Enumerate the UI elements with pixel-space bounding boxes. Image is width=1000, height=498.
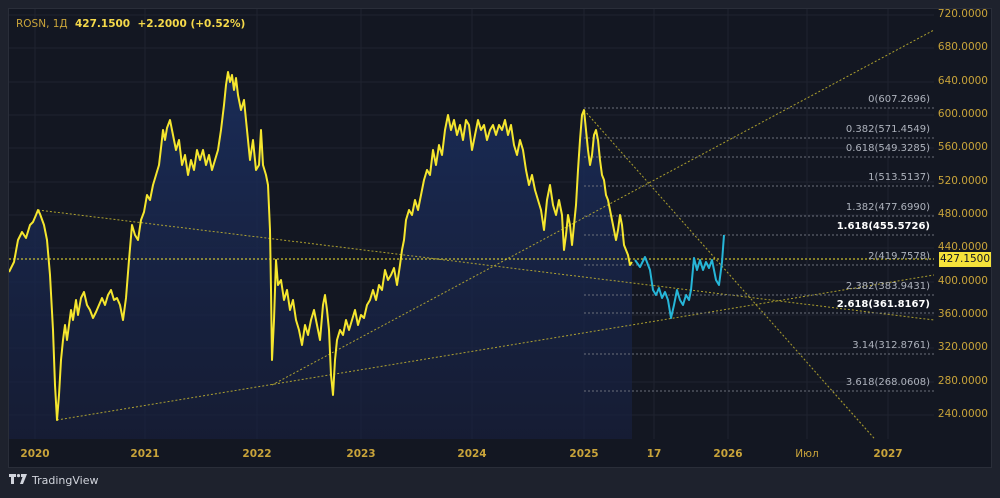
price-change: +2.2000 (+0.52%) [137, 18, 246, 30]
y-tick: 320.0000 [937, 341, 988, 353]
last-price: 427.1500 [74, 18, 131, 30]
x-tick: 2023 [346, 448, 376, 460]
y-tick: 400.0000 [937, 275, 988, 287]
y-tick: 440.0000 [937, 241, 988, 253]
x-tick: 2021 [130, 448, 160, 460]
trendline-rising-channel [271, 29, 934, 386]
fib-label: 3.618(268.0608) [845, 377, 930, 388]
x-tick: 2026 [713, 448, 743, 460]
fib-label: 3.14(312.8761) [852, 340, 930, 351]
projection-line [634, 234, 725, 319]
symbol-label: ROSN, 1Д [16, 18, 68, 30]
x-tick: 2025 [569, 448, 599, 460]
fib-label: 2.382(383.9431) [845, 281, 930, 292]
fib-label: 2.618(361.8167) [836, 299, 930, 310]
tradingview-logo-icon [9, 474, 27, 487]
x-tick: 2022 [242, 448, 272, 460]
y-tick: 520.0000 [937, 175, 988, 187]
x-tick: 2024 [457, 448, 487, 460]
y-tick: 360.0000 [937, 308, 988, 320]
y-tick: 640.0000 [937, 75, 988, 87]
symbol-legend[interactable]: ROSN, 1Д 427.1500 +2.2000 (+0.52%) [16, 18, 245, 30]
fib-label: 1(513.5137) [868, 172, 930, 183]
tradingview-brand[interactable]: TradingView [9, 474, 98, 487]
y-tick: 480.0000 [937, 208, 988, 220]
y-tick: 240.0000 [937, 408, 988, 420]
y-tick: 720.0000 [937, 8, 988, 20]
fib-label: 1.382(477.6990) [845, 202, 930, 213]
x-tick: 2027 [873, 448, 903, 460]
trendline-descending [583, 109, 876, 439]
y-tick: 560.0000 [937, 141, 988, 153]
fib-label: 0(607.2696) [868, 94, 930, 105]
y-tick: 600.0000 [937, 108, 988, 120]
price-area [9, 72, 632, 439]
y-tick: 280.0000 [937, 375, 988, 387]
x-tick: 17 [646, 448, 662, 460]
trendline-lower-support [56, 274, 934, 421]
fib-label: 1.618(455.5726) [836, 221, 930, 232]
fib-label: 0.618(549.3285) [845, 143, 930, 154]
brand-label: TradingView [32, 474, 99, 487]
fib-label: 2(419.7578) [868, 251, 930, 262]
price-line [9, 71, 633, 421]
fib-label: 0.382(571.4549) [845, 124, 930, 135]
x-tick: Июл [795, 448, 819, 460]
x-tick: 2020 [20, 448, 50, 460]
trendline-upper-fan [37, 209, 934, 321]
current-price-tag: 427.1500 [939, 252, 991, 267]
trendlines [37, 29, 934, 439]
y-tick: 680.0000 [937, 41, 988, 53]
